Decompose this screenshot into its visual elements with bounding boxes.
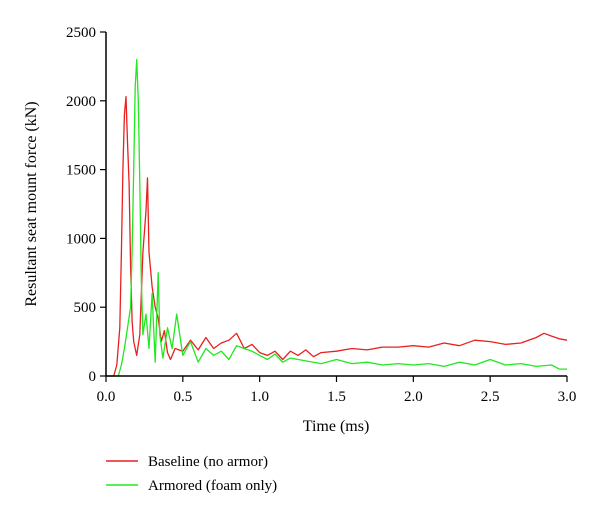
y-axis-label: Resultant seat mount force (kN) (23, 101, 40, 306)
x-tick-label: 0.5 (173, 389, 192, 405)
x-tick-label: 2.0 (404, 389, 423, 405)
legend: Baseline (no armor) Armored (foam only) (106, 454, 277, 494)
series-line-1 (106, 96, 568, 377)
legend-label: Baseline (no armor) (148, 454, 268, 470)
series-line-2 (106, 58, 567, 377)
y-tick-label: 500 (74, 300, 97, 316)
y-tick-label: 1500 (66, 163, 96, 179)
y-tick-label: 1000 (66, 231, 96, 247)
x-tick-label: 1.0 (250, 389, 269, 405)
legend-label: Armored (foam only) (148, 478, 277, 494)
x-tick-label: 0.0 (97, 389, 116, 405)
x-tick-label: 2.5 (481, 389, 500, 405)
y-tick-label: 2000 (66, 94, 96, 110)
plot-lines (106, 58, 568, 377)
x-axis-label: Time (ms) (303, 418, 370, 435)
x-tick-label: 1.5 (327, 389, 346, 405)
ticks: 0.0 0.5 1.0 1.5 2.0 2.5 3.0 0 500 1000 1500 2000 250… (66, 25, 576, 405)
x-tick-label: 3.0 (558, 389, 577, 405)
y-tick-label: 0 (89, 369, 97, 385)
y-tick-label: 2500 (66, 25, 96, 41)
